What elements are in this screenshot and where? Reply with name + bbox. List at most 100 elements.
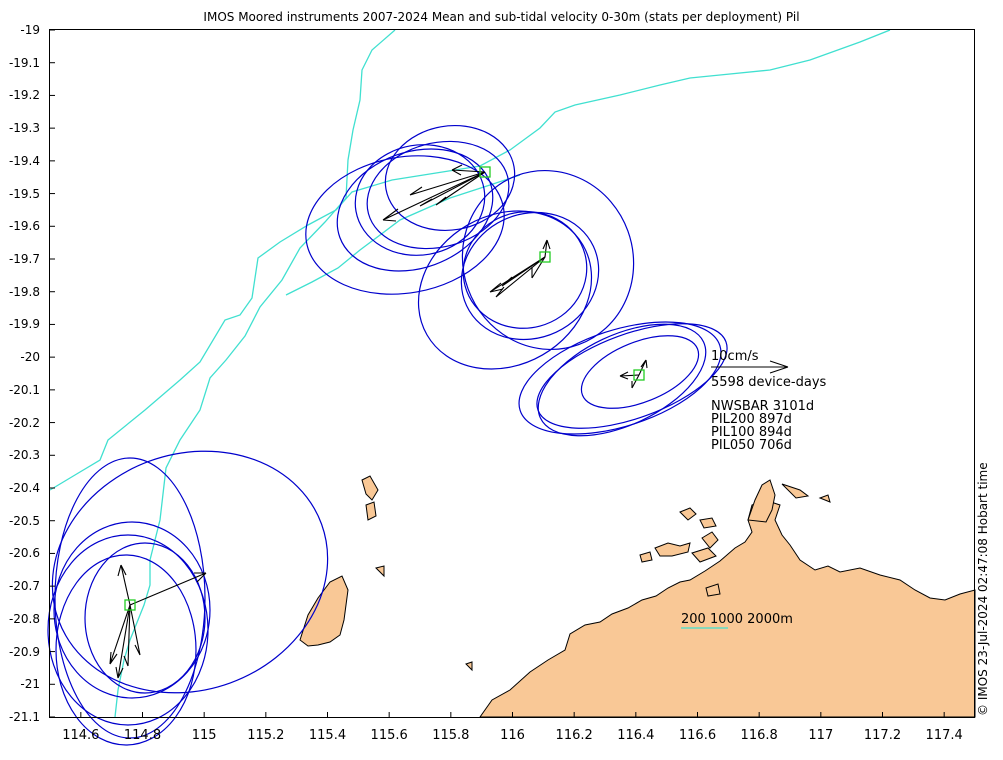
x-tick-label: 116.6 xyxy=(678,728,717,743)
total-days-label: 5598 device-days xyxy=(711,375,827,390)
peninsula-north xyxy=(747,479,776,523)
ellipse xyxy=(537,323,707,437)
x-ticks xyxy=(80,712,945,717)
mooring-pil200 xyxy=(539,251,551,263)
land-layer xyxy=(299,475,976,718)
mooring-pil100 xyxy=(633,369,645,381)
ellipse xyxy=(54,457,206,739)
y-tick-label: -19.2 xyxy=(8,88,40,103)
y-tick-label: -20.8 xyxy=(8,611,40,626)
arrow xyxy=(631,374,640,389)
island-i xyxy=(639,551,653,563)
velocity-arrows xyxy=(109,164,648,679)
arrow xyxy=(382,171,486,222)
island-d xyxy=(701,531,719,549)
ellipse xyxy=(55,554,197,746)
arrow xyxy=(129,604,141,656)
x-tick-label: 114.8 xyxy=(123,728,162,743)
y-tick-label: -19.6 xyxy=(8,219,40,234)
ellipse xyxy=(580,335,700,409)
arrow xyxy=(495,256,546,298)
ellipse xyxy=(536,323,728,429)
x-tick-label: 116.8 xyxy=(740,728,778,743)
ellipse xyxy=(384,124,516,232)
ellipse xyxy=(462,211,588,329)
ellipse xyxy=(366,140,510,250)
arrow xyxy=(531,256,546,279)
y-tick-label: -20.4 xyxy=(8,481,40,495)
island-m xyxy=(465,661,473,672)
isobath-1000m xyxy=(49,29,891,491)
island-f xyxy=(705,583,721,597)
mooring-markers xyxy=(124,166,645,611)
y-tick-label: -20.3 xyxy=(8,448,40,463)
axes xyxy=(49,29,975,718)
isobath-label: 200 1000 2000m xyxy=(681,612,793,627)
plot-frame xyxy=(49,29,975,718)
mooring-pil050 xyxy=(124,599,136,611)
x-tick-label: 114.6 xyxy=(62,728,100,743)
y-tick-label: -20.5 xyxy=(8,513,40,528)
mainland xyxy=(479,499,976,718)
mooring-legend-item: PIL200 897d xyxy=(711,412,792,427)
island-g xyxy=(781,483,810,499)
y-tick-label: -20.9 xyxy=(8,644,40,659)
x-tick-label: 115.6 xyxy=(370,728,408,743)
x-tick-label: 115.4 xyxy=(308,728,347,743)
ellipse xyxy=(336,148,494,272)
y-tick-label: -20.1 xyxy=(8,382,40,397)
scale-label: 10cm/s xyxy=(711,349,759,364)
ellipse xyxy=(305,155,505,295)
y-tick-label: -19 xyxy=(20,23,40,37)
x-tick-label: 117.4 xyxy=(925,728,963,743)
x-tick-label: 115 xyxy=(191,728,217,743)
y-tick-label: -19.3 xyxy=(8,121,40,136)
arrow xyxy=(638,359,648,376)
island-e xyxy=(691,547,717,563)
arrow xyxy=(409,171,486,196)
arrow xyxy=(115,604,131,679)
y-tick-label: -20 xyxy=(20,350,40,365)
ellipse xyxy=(461,169,635,351)
island-h xyxy=(818,494,831,503)
x-tick-label: 115.2 xyxy=(247,728,285,743)
y-tick-label: -19.7 xyxy=(8,252,40,266)
arrow xyxy=(542,239,551,258)
arrow xyxy=(129,572,207,606)
legend-graphics xyxy=(681,360,789,629)
credit-text: © IMOS 23-Jul-2024 02:47:08 Hobart time xyxy=(976,462,990,716)
x-tick-label: 117.2 xyxy=(863,728,902,743)
mooring-nwsbar xyxy=(479,166,491,178)
arrow xyxy=(435,171,486,206)
arrow xyxy=(419,171,486,207)
ellipse xyxy=(518,321,722,435)
x-tick-label: 115.8 xyxy=(432,728,470,743)
isobath-200m xyxy=(114,29,396,718)
arrow xyxy=(619,371,640,380)
mooring-legend: NWSBAR 3101d PIL200 897d PIL100 894d PIL050… xyxy=(711,400,814,452)
ellipse xyxy=(84,542,206,694)
island-b xyxy=(699,517,717,529)
y-tick-label: -20.2 xyxy=(8,415,40,430)
x-tick-label: 116.2 xyxy=(555,728,593,743)
y-tick-label: -19.8 xyxy=(8,284,40,299)
scale-arrow xyxy=(711,360,789,374)
island-j xyxy=(361,475,379,501)
arrow xyxy=(117,564,131,606)
island-a xyxy=(679,507,697,521)
y-tick-label: -19.1 xyxy=(8,55,40,70)
y-tick-label: -20.6 xyxy=(8,546,40,561)
variance-ellipses xyxy=(47,124,728,746)
arrow xyxy=(123,604,131,667)
x-tick-label: 117 xyxy=(808,728,834,743)
ellipse xyxy=(47,534,209,726)
y-tick-label: -19.5 xyxy=(8,186,40,201)
ellipse xyxy=(354,144,486,256)
mooring-legend-item: PIL100 894d xyxy=(711,425,792,440)
chart-title: IMOS Moored instruments 2007-2024 Mean a… xyxy=(203,10,800,24)
arrow xyxy=(501,256,546,287)
ellipse xyxy=(53,521,211,699)
y-tick-label: -20.7 xyxy=(8,579,40,594)
island-c xyxy=(654,542,691,557)
